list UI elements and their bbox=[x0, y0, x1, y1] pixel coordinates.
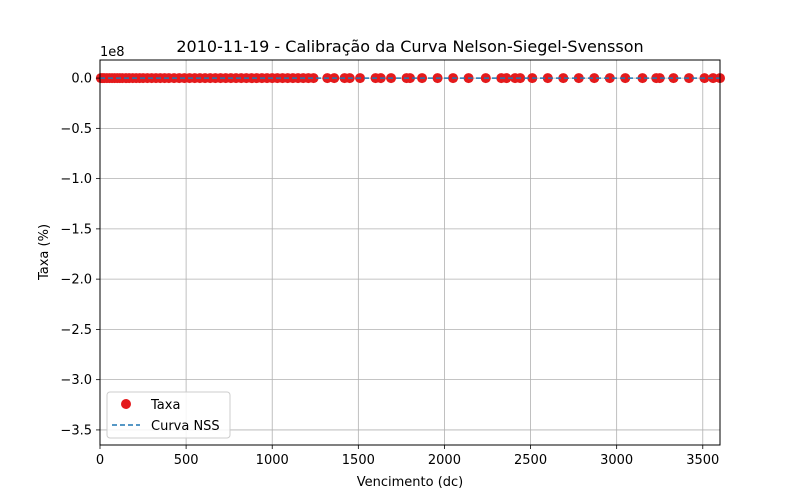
y-axis-ticks: 0.0 −0.5 −1.0 −1.5 −2.0 −2.5 −3.0 −3.5 bbox=[60, 72, 100, 438]
scatter-point bbox=[573, 73, 584, 84]
y-tick-label: −2.5 bbox=[60, 323, 92, 338]
y-tick-label: −1.0 bbox=[60, 172, 92, 187]
x-tick-label: 3500 bbox=[686, 453, 719, 468]
scatter-point bbox=[708, 73, 719, 84]
legend: Taxa Curva NSS bbox=[106, 391, 231, 439]
x-tick-label: 2000 bbox=[428, 453, 461, 468]
y-tick-label: −3.0 bbox=[60, 373, 92, 388]
x-axis-label: Vencimento (dc) bbox=[357, 475, 464, 490]
x-axis-ticks: 0 500 1000 1500 2000 2500 3000 3500 bbox=[96, 445, 719, 468]
scatter-point bbox=[558, 73, 569, 84]
y-tick-label: −3.5 bbox=[60, 423, 92, 438]
scatter-point bbox=[501, 73, 512, 84]
y-tick-label: 0.0 bbox=[71, 72, 92, 87]
legend-marker-taxa bbox=[121, 399, 131, 409]
x-tick-label: 2500 bbox=[514, 453, 547, 468]
scatter-point bbox=[654, 73, 665, 84]
x-tick-label: 0 bbox=[96, 453, 104, 468]
legend-box bbox=[106, 391, 231, 439]
x-tick-label: 1500 bbox=[342, 453, 375, 468]
scatter-point bbox=[604, 73, 615, 84]
scatter-point bbox=[542, 73, 553, 84]
scatter-point bbox=[668, 73, 679, 84]
x-tick-label: 500 bbox=[174, 453, 199, 468]
scatter-point bbox=[620, 73, 631, 84]
scatter-point bbox=[637, 73, 648, 84]
x-tick-label: 1000 bbox=[256, 453, 289, 468]
scatter-point bbox=[308, 73, 319, 84]
y-axis-label: Taxa (%) bbox=[37, 224, 52, 281]
y-offset-text: 1e8 bbox=[100, 45, 125, 60]
x-tick-label: 3000 bbox=[600, 453, 633, 468]
plot-frame bbox=[99, 59, 721, 446]
y-tick-label: −2.0 bbox=[60, 273, 92, 288]
legend-label-taxa: Taxa bbox=[150, 398, 180, 413]
y-tick-label: −1.5 bbox=[60, 222, 92, 237]
chart-title: 2010-11-19 - Calibração da Curva Nelson-… bbox=[176, 37, 643, 56]
y-tick-label: −0.5 bbox=[60, 122, 92, 137]
scatter-point bbox=[589, 73, 600, 84]
plot-series bbox=[95, 73, 725, 84]
legend-label-curva-nss: Curva NSS bbox=[151, 419, 220, 434]
scatter-point bbox=[405, 73, 415, 84]
